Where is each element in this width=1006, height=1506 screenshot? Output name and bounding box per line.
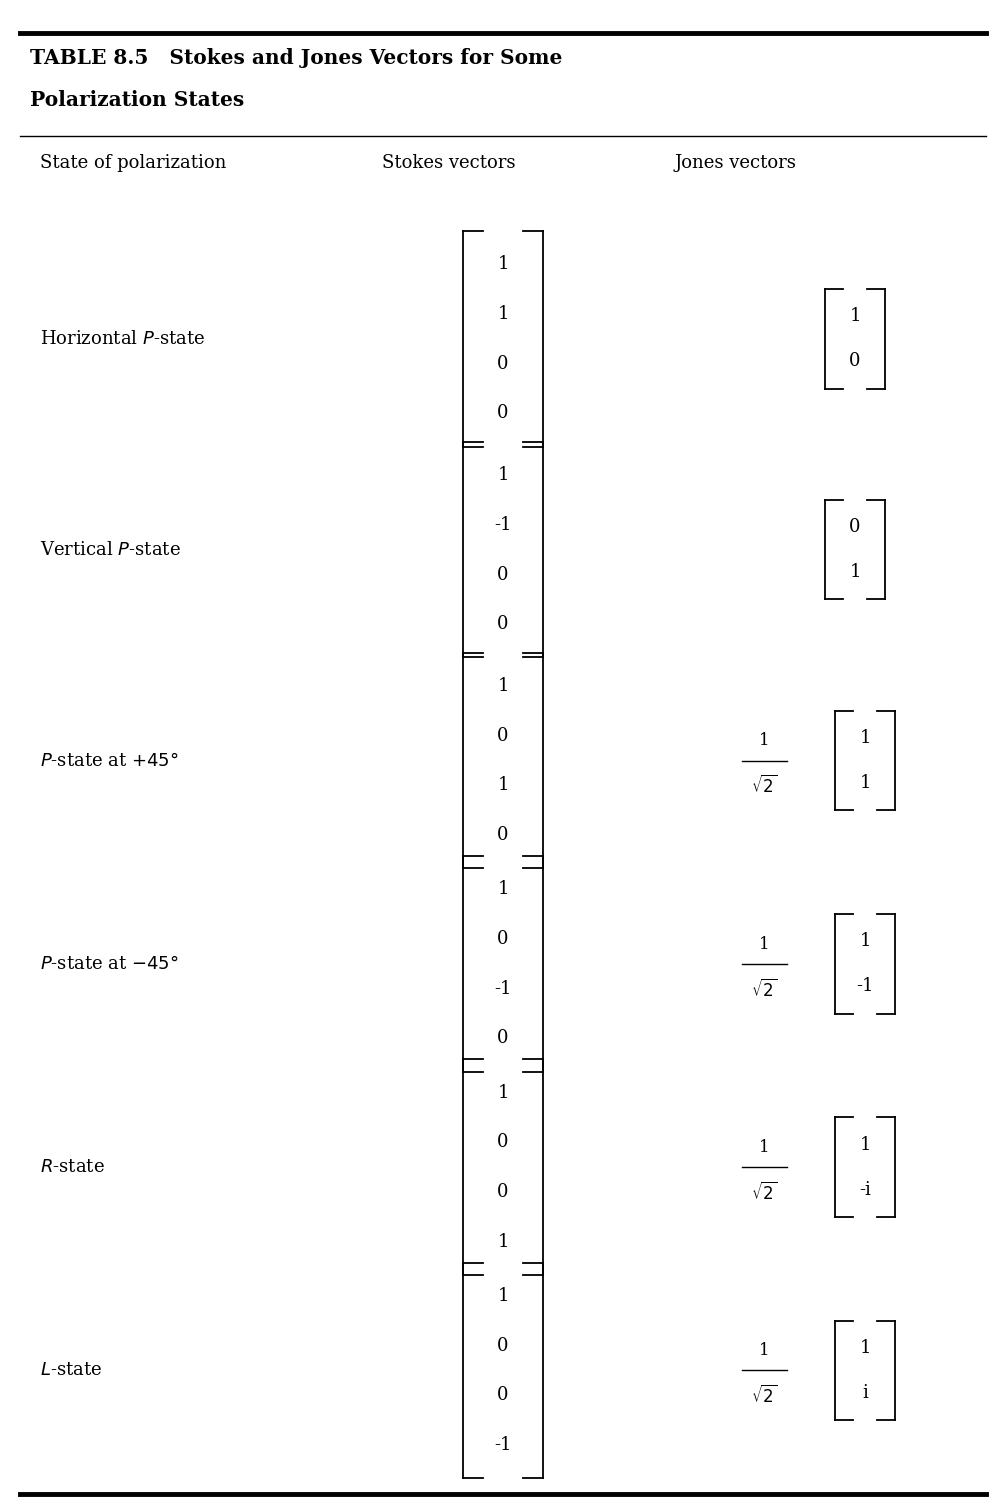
Text: $\sqrt{2}$: $\sqrt{2}$	[751, 979, 778, 1000]
Text: 1: 1	[760, 935, 770, 953]
Text: 1: 1	[859, 1339, 871, 1357]
Text: TABLE 8.5   Stokes and Jones Vectors for Some: TABLE 8.5 Stokes and Jones Vectors for S…	[30, 48, 562, 68]
Text: $\sqrt{2}$: $\sqrt{2}$	[751, 1182, 778, 1203]
Text: Stokes vectors: Stokes vectors	[382, 154, 516, 172]
Text: -1: -1	[856, 977, 874, 995]
Text: 0: 0	[497, 1134, 509, 1151]
Text: 0: 0	[497, 931, 509, 947]
Text: $\sqrt{2}$: $\sqrt{2}$	[751, 1386, 778, 1407]
Text: $\mathit{P}$-state at $+45°$: $\mathit{P}$-state at $+45°$	[40, 751, 179, 770]
Text: i: i	[862, 1384, 868, 1402]
Text: 0: 0	[497, 1387, 509, 1404]
Text: 1: 1	[497, 1084, 509, 1101]
Text: 1: 1	[859, 932, 871, 950]
Text: $\mathit{L}$-state: $\mathit{L}$-state	[40, 1361, 103, 1379]
Text: 0: 0	[849, 518, 861, 536]
Text: 0: 0	[497, 616, 509, 633]
Text: 0: 0	[497, 827, 509, 843]
Text: 1: 1	[497, 881, 509, 898]
Text: 1: 1	[497, 306, 509, 322]
Text: Polarization States: Polarization States	[30, 90, 244, 110]
Text: 1: 1	[849, 307, 861, 325]
Text: -1: -1	[494, 980, 512, 997]
Text: 0: 0	[497, 566, 509, 583]
Text: -1: -1	[494, 517, 512, 533]
Text: $\mathit{R}$-state: $\mathit{R}$-state	[40, 1158, 105, 1176]
Text: 1: 1	[760, 732, 770, 750]
Text: 0: 0	[849, 352, 861, 370]
Text: 1: 1	[859, 1136, 871, 1154]
Text: 1: 1	[497, 256, 509, 273]
Text: 1: 1	[497, 777, 509, 794]
Text: -1: -1	[494, 1437, 512, 1453]
Text: 1: 1	[760, 1342, 770, 1360]
Text: 0: 0	[497, 1030, 509, 1047]
Text: 1: 1	[497, 678, 509, 694]
Text: Vertical $\mathit{P}$-state: Vertical $\mathit{P}$-state	[40, 541, 181, 559]
Text: Horizontal $\mathit{P}$-state: Horizontal $\mathit{P}$-state	[40, 330, 205, 348]
Text: 0: 0	[497, 727, 509, 744]
Text: 1: 1	[760, 1139, 770, 1157]
Text: $\mathit{P}$-state at $-45°$: $\mathit{P}$-state at $-45°$	[40, 955, 179, 973]
Text: $\sqrt{2}$: $\sqrt{2}$	[751, 776, 778, 797]
Text: 1: 1	[497, 1233, 509, 1250]
Text: 1: 1	[497, 467, 509, 483]
Text: 0: 0	[497, 355, 509, 372]
Text: State of polarization: State of polarization	[40, 154, 226, 172]
Text: -i: -i	[859, 1181, 871, 1199]
Text: 1: 1	[859, 729, 871, 747]
Text: 0: 0	[497, 1337, 509, 1354]
Text: 1: 1	[849, 563, 861, 581]
Text: 1: 1	[859, 774, 871, 792]
Text: Jones vectors: Jones vectors	[674, 154, 796, 172]
Text: 0: 0	[497, 1184, 509, 1200]
Text: 1: 1	[497, 1288, 509, 1304]
Text: 0: 0	[497, 405, 509, 422]
